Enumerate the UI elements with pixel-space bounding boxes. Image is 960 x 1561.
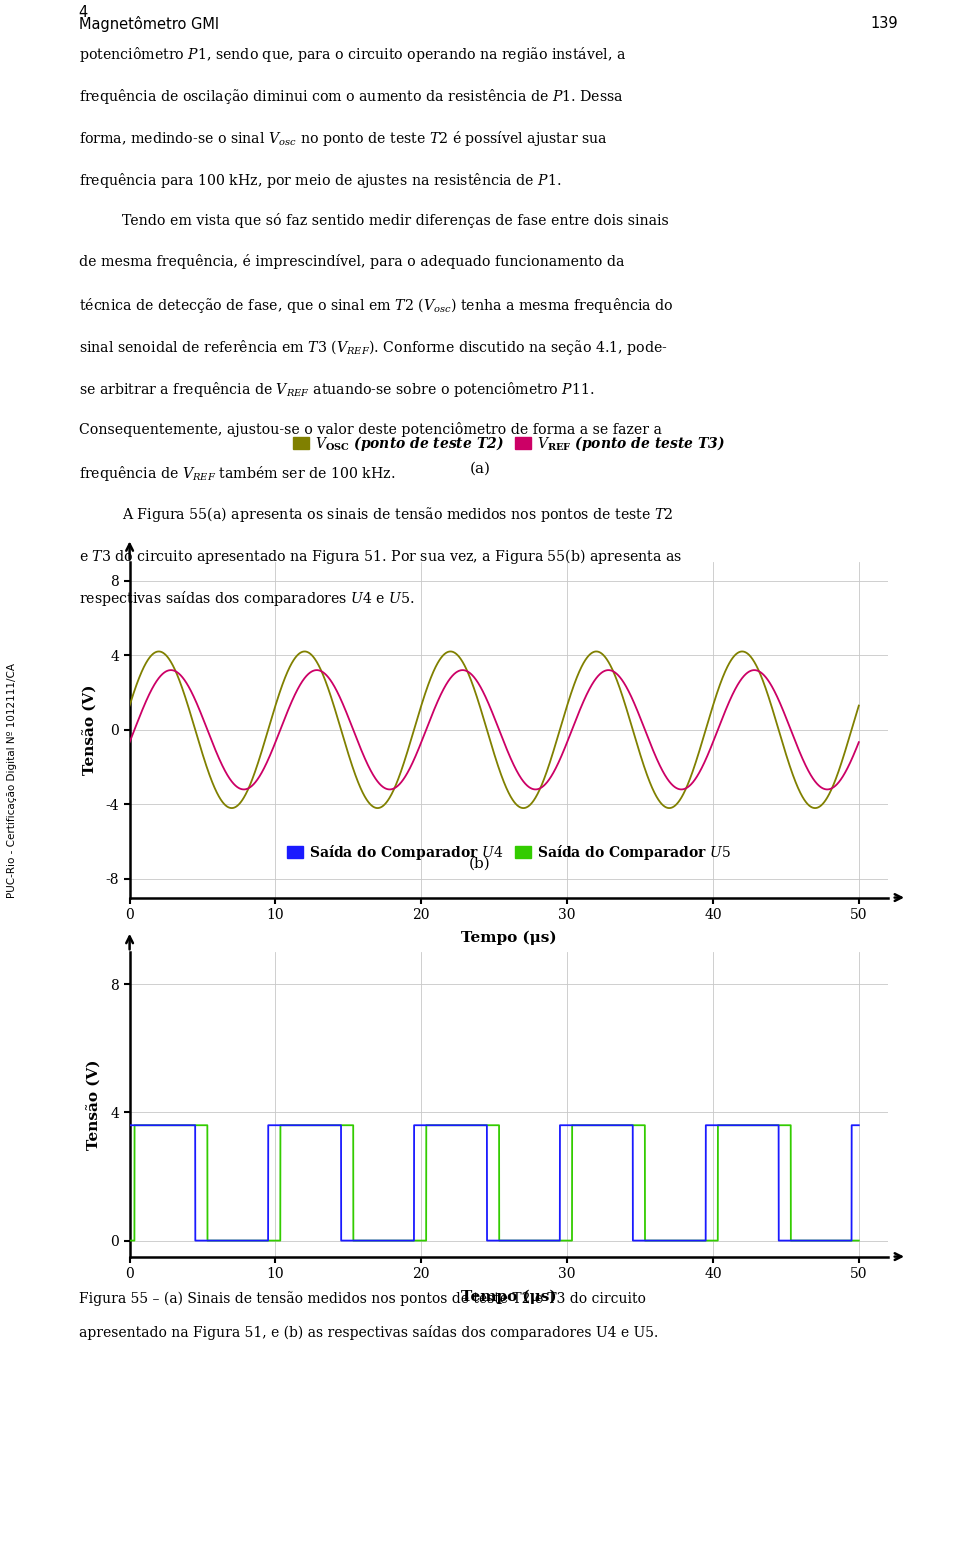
- Legend: Saída do Comparador $\mathbf{\mathit{U4}}$, Saída do Comparador $\mathbf{\mathit: Saída do Comparador $\mathbf{\mathit{U4}…: [281, 837, 736, 868]
- Text: e $\mathit{T}$3 do circuito apresentado na Figura 51. Por sua vez, a Figura 55(b: e $\mathit{T}$3 do circuito apresentado …: [79, 548, 682, 567]
- Text: Magnetômetro GMI: Magnetômetro GMI: [79, 17, 219, 33]
- Text: frequência de oscilação diminui com o aumento da resistência de $\mathit{P}$1. D: frequência de oscilação diminui com o au…: [79, 87, 623, 106]
- Legend: $\mathbf{\mathit{V}_{OSC}}$ (ponto de teste T2), $\mathbf{\mathit{V}_{REF}}$ (po: $\mathbf{\mathit{V}_{OSC}}$ (ponto de te…: [287, 428, 731, 457]
- Text: potenciômetro $\mathit{P}$1, sendo que, para o circuito operando na região instá: potenciômetro $\mathit{P}$1, sendo que, …: [79, 45, 626, 64]
- Y-axis label: Tensão (V): Tensão (V): [87, 1060, 102, 1149]
- Text: frequência para 100 kHz, por meio de ajustes na resistência de $\mathit{P}$1.: frequência para 100 kHz, por meio de aju…: [79, 170, 561, 190]
- Text: forma, medindo-se o sinal $\mathit{V}_{osc}$ no ponto de teste $\mathit{T}$2 é p: forma, medindo-se o sinal $\mathit{V}_{o…: [79, 130, 608, 148]
- Text: PUC-Rio - Certificação Digital Nº 1012111/CA: PUC-Rio - Certificação Digital Nº 101211…: [8, 663, 17, 898]
- X-axis label: Tempo (μs): Tempo (μs): [461, 930, 557, 944]
- Text: A Figura 55(a) apresenta os sinais de tensão medidos nos pontos de teste $\mathi: A Figura 55(a) apresenta os sinais de te…: [122, 506, 673, 524]
- Y-axis label: Tensão (V): Tensão (V): [83, 685, 97, 774]
- Text: se arbitrar a frequência de $\mathit{V}_{REF}$ atuando-se sobre o potenciômetro : se arbitrar a frequência de $\mathit{V}_…: [79, 379, 594, 400]
- Text: Consequentemente, ajustou-se o valor deste potenciômetro de forma a se fazer a: Consequentemente, ajustou-se o valor des…: [79, 421, 661, 437]
- Text: apresentado na Figura 51, e (b) as respectivas saídas dos comparadores U4 e U5.: apresentado na Figura 51, e (b) as respe…: [79, 1325, 658, 1341]
- X-axis label: Tempo (μs): Tempo (μs): [461, 1289, 557, 1303]
- Text: 139: 139: [870, 17, 898, 31]
- Text: (a): (a): [469, 462, 491, 476]
- Text: Figura 55 – (a) Sinais de tensão medidos nos pontos de teste T2 e T3 do circuito: Figura 55 – (a) Sinais de tensão medidos…: [79, 1291, 645, 1307]
- Text: (b): (b): [469, 857, 491, 871]
- Text: sinal senoidal de referência em $\mathit{T}$3 ($\mathit{V}_{REF}$). Conforme dis: sinal senoidal de referência em $\mathit…: [79, 339, 667, 357]
- Text: respectivas saídas dos comparadores $\mathit{U}$4 e $\mathit{U}$5.: respectivas saídas dos comparadores $\ma…: [79, 588, 415, 609]
- Text: de mesma frequência, é imprescindível, para o adequado funcionamento da: de mesma frequência, é imprescindível, p…: [79, 254, 624, 270]
- Text: Tendo em vista que só faz sentido medir diferenças de fase entre dois sinais: Tendo em vista que só faz sentido medir …: [122, 212, 669, 228]
- Text: frequência de $\mathit{V}_{REF}$ também ser de 100 kHz.: frequência de $\mathit{V}_{REF}$ também …: [79, 464, 395, 482]
- Text: 4: 4: [79, 5, 88, 20]
- Text: técnica de detecção de fase, que o sinal em $\mathit{T}$2 ($\mathit{V}_{osc}$) t: técnica de detecção de fase, que o sinal…: [79, 297, 673, 315]
